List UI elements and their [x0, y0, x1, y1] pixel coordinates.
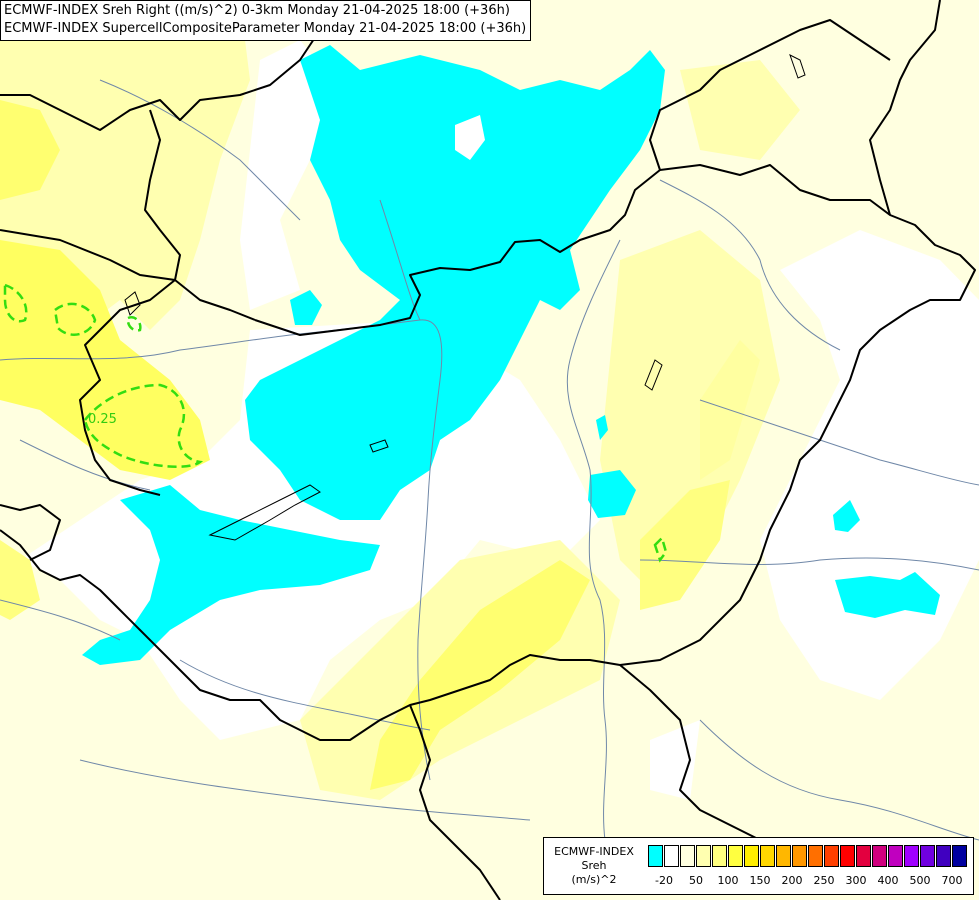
river-north-b — [659, 179, 841, 351]
legend-tick-label: 400 — [877, 874, 899, 887]
field-white-southeast — [650, 720, 700, 800]
legend-tick-label: 150 — [749, 874, 771, 887]
river-south-a — [699, 719, 979, 841]
lakes — [124, 54, 806, 541]
border-serbia — [409, 704, 501, 900]
legend-swatch — [936, 845, 951, 867]
field-light-yellow-north — [680, 60, 800, 160]
legend-swatch — [824, 845, 839, 867]
legend-swatch — [872, 845, 887, 867]
border-west-austria — [144, 109, 256, 321]
field-mid-yellow-band — [370, 560, 590, 790]
lake-small-c — [789, 54, 806, 79]
legend-swatch — [792, 845, 807, 867]
legend-ticks: -20 50 100 150 200 250 300 400 500 700 — [648, 874, 968, 888]
field-cyan-blob-a — [290, 290, 322, 325]
legend-title-line1: ECMWF-INDEX — [554, 845, 634, 858]
legend-swatch — [856, 845, 871, 867]
field-cyan-blob-b — [588, 470, 636, 518]
legend-swatch — [648, 845, 663, 867]
scp-contours — [3, 283, 668, 563]
scp-contour-b — [53, 302, 97, 336]
legend-swatch — [664, 845, 679, 867]
field-white-north — [240, 40, 340, 310]
rivers — [0, 79, 979, 841]
lake-balaton — [208, 484, 321, 541]
river-north-a — [379, 199, 421, 321]
lake-small-d — [124, 291, 141, 316]
border-slovakia-ukraine — [649, 19, 891, 171]
legend-swatch — [808, 845, 823, 867]
legend-swatch — [744, 845, 759, 867]
border-croatia — [0, 504, 61, 561]
legend-swatch — [904, 845, 919, 867]
border-hungary — [0, 164, 976, 741]
field-mid-yellow-west — [0, 240, 210, 480]
border-slovenia — [0, 229, 176, 281]
map-title-box: ECMWF-INDEX Sreh Right ((m/s)^2) 0-3km M… — [0, 0, 532, 41]
legend-tick-label: 700 — [941, 874, 963, 887]
field-cyan-blob-c — [833, 500, 860, 532]
lake-small-b — [644, 359, 663, 391]
river-west-b — [0, 599, 121, 641]
river-sava — [79, 759, 531, 821]
scp-contour-e — [653, 535, 668, 563]
legend-swatches — [648, 845, 968, 867]
field-white-hole — [455, 115, 485, 160]
legend-tick-label: 500 — [909, 874, 931, 887]
legend-title-line2: Sreh — [581, 859, 607, 872]
river-east-a — [699, 399, 979, 486]
river-danube-west — [0, 319, 443, 781]
field-light-yellow-west — [0, 0, 250, 330]
field-light-yellow-central — [600, 230, 780, 600]
river-east-b — [639, 557, 979, 571]
river-west-a — [19, 439, 151, 491]
field-cyan-southwest — [82, 485, 380, 665]
border-ukraine — [869, 0, 941, 216]
legend-tick-label: 300 — [845, 874, 867, 887]
legend-swatch — [760, 845, 775, 867]
scp-contour-c — [3, 283, 28, 323]
field-cyan-blob-d — [835, 572, 940, 618]
field-cyan-blob-e — [596, 415, 608, 440]
legend-tick-label: 250 — [813, 874, 835, 887]
field-cyan-north — [245, 45, 665, 520]
field-mid-yellow-east — [640, 480, 730, 610]
legend-swatch — [920, 845, 935, 867]
legend-swatch — [840, 845, 855, 867]
title-scp: ECMWF-INDEX SupercellCompositeParameter … — [4, 21, 527, 36]
legend-tick-label: -20 — [655, 874, 673, 887]
contour-label: 0.25 — [88, 412, 117, 427]
river-tisza — [566, 239, 621, 841]
legend-swatch — [728, 845, 743, 867]
legend-tick-label: 100 — [717, 874, 739, 887]
scp-contour-main — [83, 383, 204, 468]
legend: ECMWF-INDEX Sreh (m/s)^2 -20 50 100 150 200 2… — [543, 837, 974, 895]
legend-swatch — [680, 845, 695, 867]
river-drava — [179, 659, 431, 731]
legend-title-line3: (m/s)^2 — [571, 873, 617, 886]
river-north-c — [99, 79, 301, 221]
lake-small-a — [369, 439, 389, 453]
title-sreh: ECMWF-INDEX Sreh Right ((m/s)^2) 0-3km M… — [4, 3, 510, 18]
legend-swatch — [696, 845, 711, 867]
legend-swatch — [776, 845, 791, 867]
border-west-a — [79, 279, 176, 496]
legend-tick-label: 200 — [781, 874, 803, 887]
legend-title: ECMWF-INDEX Sreh (m/s)^2 — [548, 845, 640, 887]
scp-contour-d — [126, 316, 142, 332]
legend-tick-label: 50 — [689, 874, 703, 887]
legend-swatch — [888, 845, 903, 867]
legend-swatch — [712, 845, 727, 867]
legend-swatch — [952, 845, 967, 867]
field-mid-yellow-northwest — [0, 100, 60, 200]
